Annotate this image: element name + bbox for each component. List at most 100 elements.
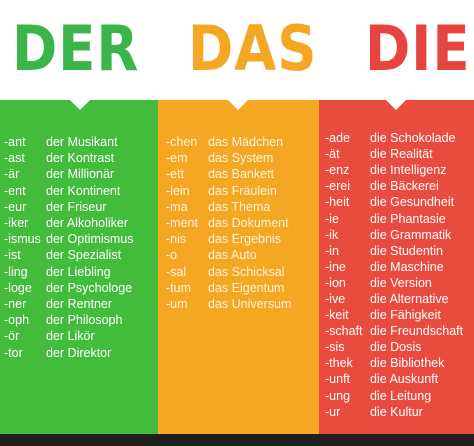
- der-row: -ant der Musikant: [0, 134, 134, 150]
- suffix: -in: [325, 243, 339, 258]
- chevron-notch: [228, 100, 248, 110]
- die-row: -thek die Bibliothek: [319, 355, 463, 371]
- example-word: der Optimismus: [46, 232, 134, 247]
- suffix: -tor: [4, 345, 23, 360]
- die-row: -unft die Auskunft: [319, 371, 463, 387]
- suffix: -chen: [166, 135, 198, 150]
- die-row: -ät die Realität: [319, 146, 463, 162]
- suffix: -lein: [166, 183, 190, 198]
- example-word: der Friseur: [46, 199, 107, 214]
- example-word: der Liebling: [46, 264, 111, 279]
- die-row: -enz die Intelligenz: [319, 162, 463, 178]
- example-word: das Schicksal: [208, 264, 285, 279]
- header: DER DAS DIE: [0, 0, 474, 100]
- die-row: -keit die Fähigkeit: [319, 307, 463, 323]
- suffix: -ent: [4, 183, 26, 198]
- example-word: das Auto: [208, 248, 257, 263]
- der-row: -oph der Philosoph: [0, 312, 134, 328]
- die-row: -ive die Alternative: [319, 291, 463, 307]
- der-row: -är der Millionär: [0, 166, 134, 182]
- die-row: -ung die Leitung: [319, 388, 463, 404]
- suffix: -heit: [325, 195, 350, 210]
- example-word: die Schokolade: [370, 131, 456, 146]
- suffix: -schaft: [325, 324, 363, 339]
- example-word: der Kontinent: [46, 183, 121, 198]
- suffix: -ie: [325, 211, 339, 226]
- suffix: -tum: [166, 280, 191, 295]
- example-word: das Eigentum: [208, 280, 285, 295]
- title-das: DAS: [188, 12, 318, 85]
- column-die: -ade die Schokolade -ät die Realität -enz die…: [319, 100, 474, 446]
- suffix: -ine: [325, 259, 346, 274]
- das-row: -o das Auto: [158, 247, 291, 263]
- suffix: -ör: [4, 329, 20, 344]
- bottom-bar: [0, 434, 474, 446]
- die-row: -sis die Dosis: [319, 339, 463, 355]
- chevron-notch: [70, 100, 90, 110]
- suffix: -ma: [166, 199, 188, 214]
- example-word: die Dosis: [370, 340, 422, 355]
- der-row: -ör der Likör: [0, 328, 134, 344]
- der-row: -ist der Spezialist: [0, 247, 134, 263]
- example-word: die Studentin: [370, 243, 443, 258]
- suffix: -keit: [325, 308, 349, 323]
- die-row: -in die Studentin: [319, 243, 463, 259]
- der-row: -ling der Liebling: [0, 264, 134, 280]
- die-row: -ur die Kultur: [319, 404, 463, 420]
- title-die: DIE: [365, 12, 471, 85]
- der-row: -eur der Friseur: [0, 199, 134, 215]
- example-word: das Bankett: [208, 167, 275, 182]
- example-word: der Musikant: [46, 135, 118, 150]
- die-list: -ade die Schokolade -ät die Realität -enz die…: [319, 130, 463, 420]
- suffix: -ant: [4, 135, 26, 150]
- example-word: der Kontrast: [46, 151, 115, 166]
- suffix: -sis: [325, 340, 345, 355]
- suffix: -ner: [4, 296, 27, 311]
- example-word: die Bäckerei: [370, 179, 439, 194]
- suffix: -ast: [4, 151, 25, 166]
- example-word: das Ergebnis: [208, 232, 281, 247]
- die-row: -ine die Maschine: [319, 259, 463, 275]
- suffix: -ung: [325, 388, 351, 403]
- suffix: -ive: [325, 291, 346, 306]
- die-row: -schaft die Freundschaft: [319, 323, 463, 339]
- suffix: -sal: [166, 264, 187, 279]
- suffix: -ist: [4, 248, 21, 263]
- example-word: die Fähigkeit: [370, 308, 441, 323]
- suffix: -loge: [4, 280, 32, 295]
- example-word: der Likör: [46, 329, 95, 344]
- suffix: -ade: [325, 131, 351, 146]
- suffix: -ion: [325, 275, 346, 290]
- example-word: die Realität: [370, 147, 433, 162]
- example-word: die Alternative: [370, 291, 449, 306]
- die-row: -ion die Version: [319, 275, 463, 291]
- example-word: der Spezialist: [46, 248, 122, 263]
- das-row: -em das System: [158, 150, 291, 166]
- example-word: die Gesundheit: [370, 195, 455, 210]
- suffix: -ur: [325, 404, 341, 419]
- example-word: der Direktor: [46, 345, 112, 360]
- example-word: das System: [208, 151, 274, 166]
- das-row: -ma das Thema: [158, 199, 291, 215]
- suffix: -iker: [4, 216, 29, 231]
- suffix: -nis: [166, 232, 187, 247]
- die-row: -heit die Gesundheit: [319, 194, 463, 210]
- example-word: das Dokument: [208, 216, 289, 231]
- example-word: das Thema: [208, 199, 271, 214]
- der-list: -ant der Musikant -ast der Kontrast -är der M…: [0, 134, 134, 361]
- die-row: -ik die Grammatik: [319, 227, 463, 243]
- die-row: -erei die Bäckerei: [319, 178, 463, 194]
- title-der: DER: [12, 12, 140, 85]
- example-word: die Kultur: [370, 404, 423, 419]
- suffix: -ismus: [4, 232, 41, 247]
- suffix: -enz: [325, 163, 350, 178]
- example-word: die Leitung: [370, 388, 432, 403]
- der-row: -ner der Rentner: [0, 296, 134, 312]
- der-row: -ismus der Optimismus: [0, 231, 134, 247]
- suffix: -thek: [325, 356, 353, 371]
- example-word: die Freundschaft: [370, 324, 464, 339]
- das-row: -um das Universum: [158, 296, 291, 312]
- das-row: -ett das Bankett: [158, 166, 291, 182]
- example-word: die Phantasie: [370, 211, 446, 226]
- suffix: -är: [4, 167, 20, 182]
